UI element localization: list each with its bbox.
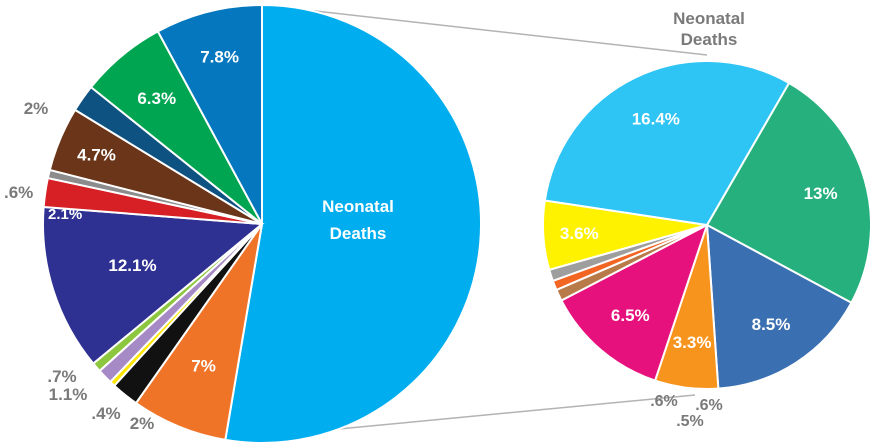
main-pie-center-label-2: Deaths xyxy=(330,224,387,243)
breakout-pie-value-label-3: 6.5% xyxy=(611,306,650,325)
breakout-pie-slice-1 xyxy=(705,223,853,390)
main-pie-value-label-1: 7% xyxy=(191,357,216,376)
breakout-pie-value-label-2: 3.3% xyxy=(673,333,712,352)
main-pie-center-label: Neonatal xyxy=(322,197,394,216)
breakout-pie-title-2: Deaths xyxy=(681,30,738,49)
breakout-pie-value-label-6: .6% xyxy=(650,393,678,410)
breakout-pie-value-label-1: 8.5% xyxy=(752,315,791,334)
main-pie-value-label-11: 6.3% xyxy=(137,89,176,108)
breakout-pie-value-label-7: 3.6% xyxy=(560,224,599,243)
slice-labels: Neonatal Deaths Neonatal Deaths 7%2%.4%1… xyxy=(4,9,838,433)
main-pie-value-label-2: 2% xyxy=(130,414,155,433)
breakout-pie-title: Neonatal xyxy=(673,9,745,28)
breakout-pie-slice-3 xyxy=(560,222,709,382)
main-pie-value-label-5: .7% xyxy=(47,367,76,386)
main-pie-value-label-12: 7.8% xyxy=(200,47,239,66)
main-pie-slice-12 xyxy=(156,3,263,225)
breakout-pie-value-label-0: 13% xyxy=(804,184,838,203)
breakout-pie-value-label-5: .5% xyxy=(676,413,704,430)
main-pie-value-label-4: 1.1% xyxy=(49,385,88,404)
breakout-pie-value-label-8: 16.4% xyxy=(632,110,680,129)
main-pie-slice-0 xyxy=(224,3,483,444)
main-pie-slice-6 xyxy=(42,205,265,365)
breakout-pie-slice-0 xyxy=(705,81,870,305)
main-pie-value-label-7: 2.1% xyxy=(48,206,82,223)
main-pie-value-label-8: .6% xyxy=(4,183,33,202)
main-pie-value-label-10: 2% xyxy=(24,99,49,118)
connector-line-0 xyxy=(261,4,708,56)
main-pie-value-label-9: 4.7% xyxy=(77,145,116,164)
main-pie xyxy=(42,3,483,444)
main-pie-value-label-6: 12.1% xyxy=(108,256,156,275)
breakout-pie-value-label-4: .6% xyxy=(695,397,723,414)
main-pie-value-label-3: .4% xyxy=(91,404,120,423)
breakout-pie-slice-8 xyxy=(543,60,791,227)
breakout-pie xyxy=(542,60,870,390)
